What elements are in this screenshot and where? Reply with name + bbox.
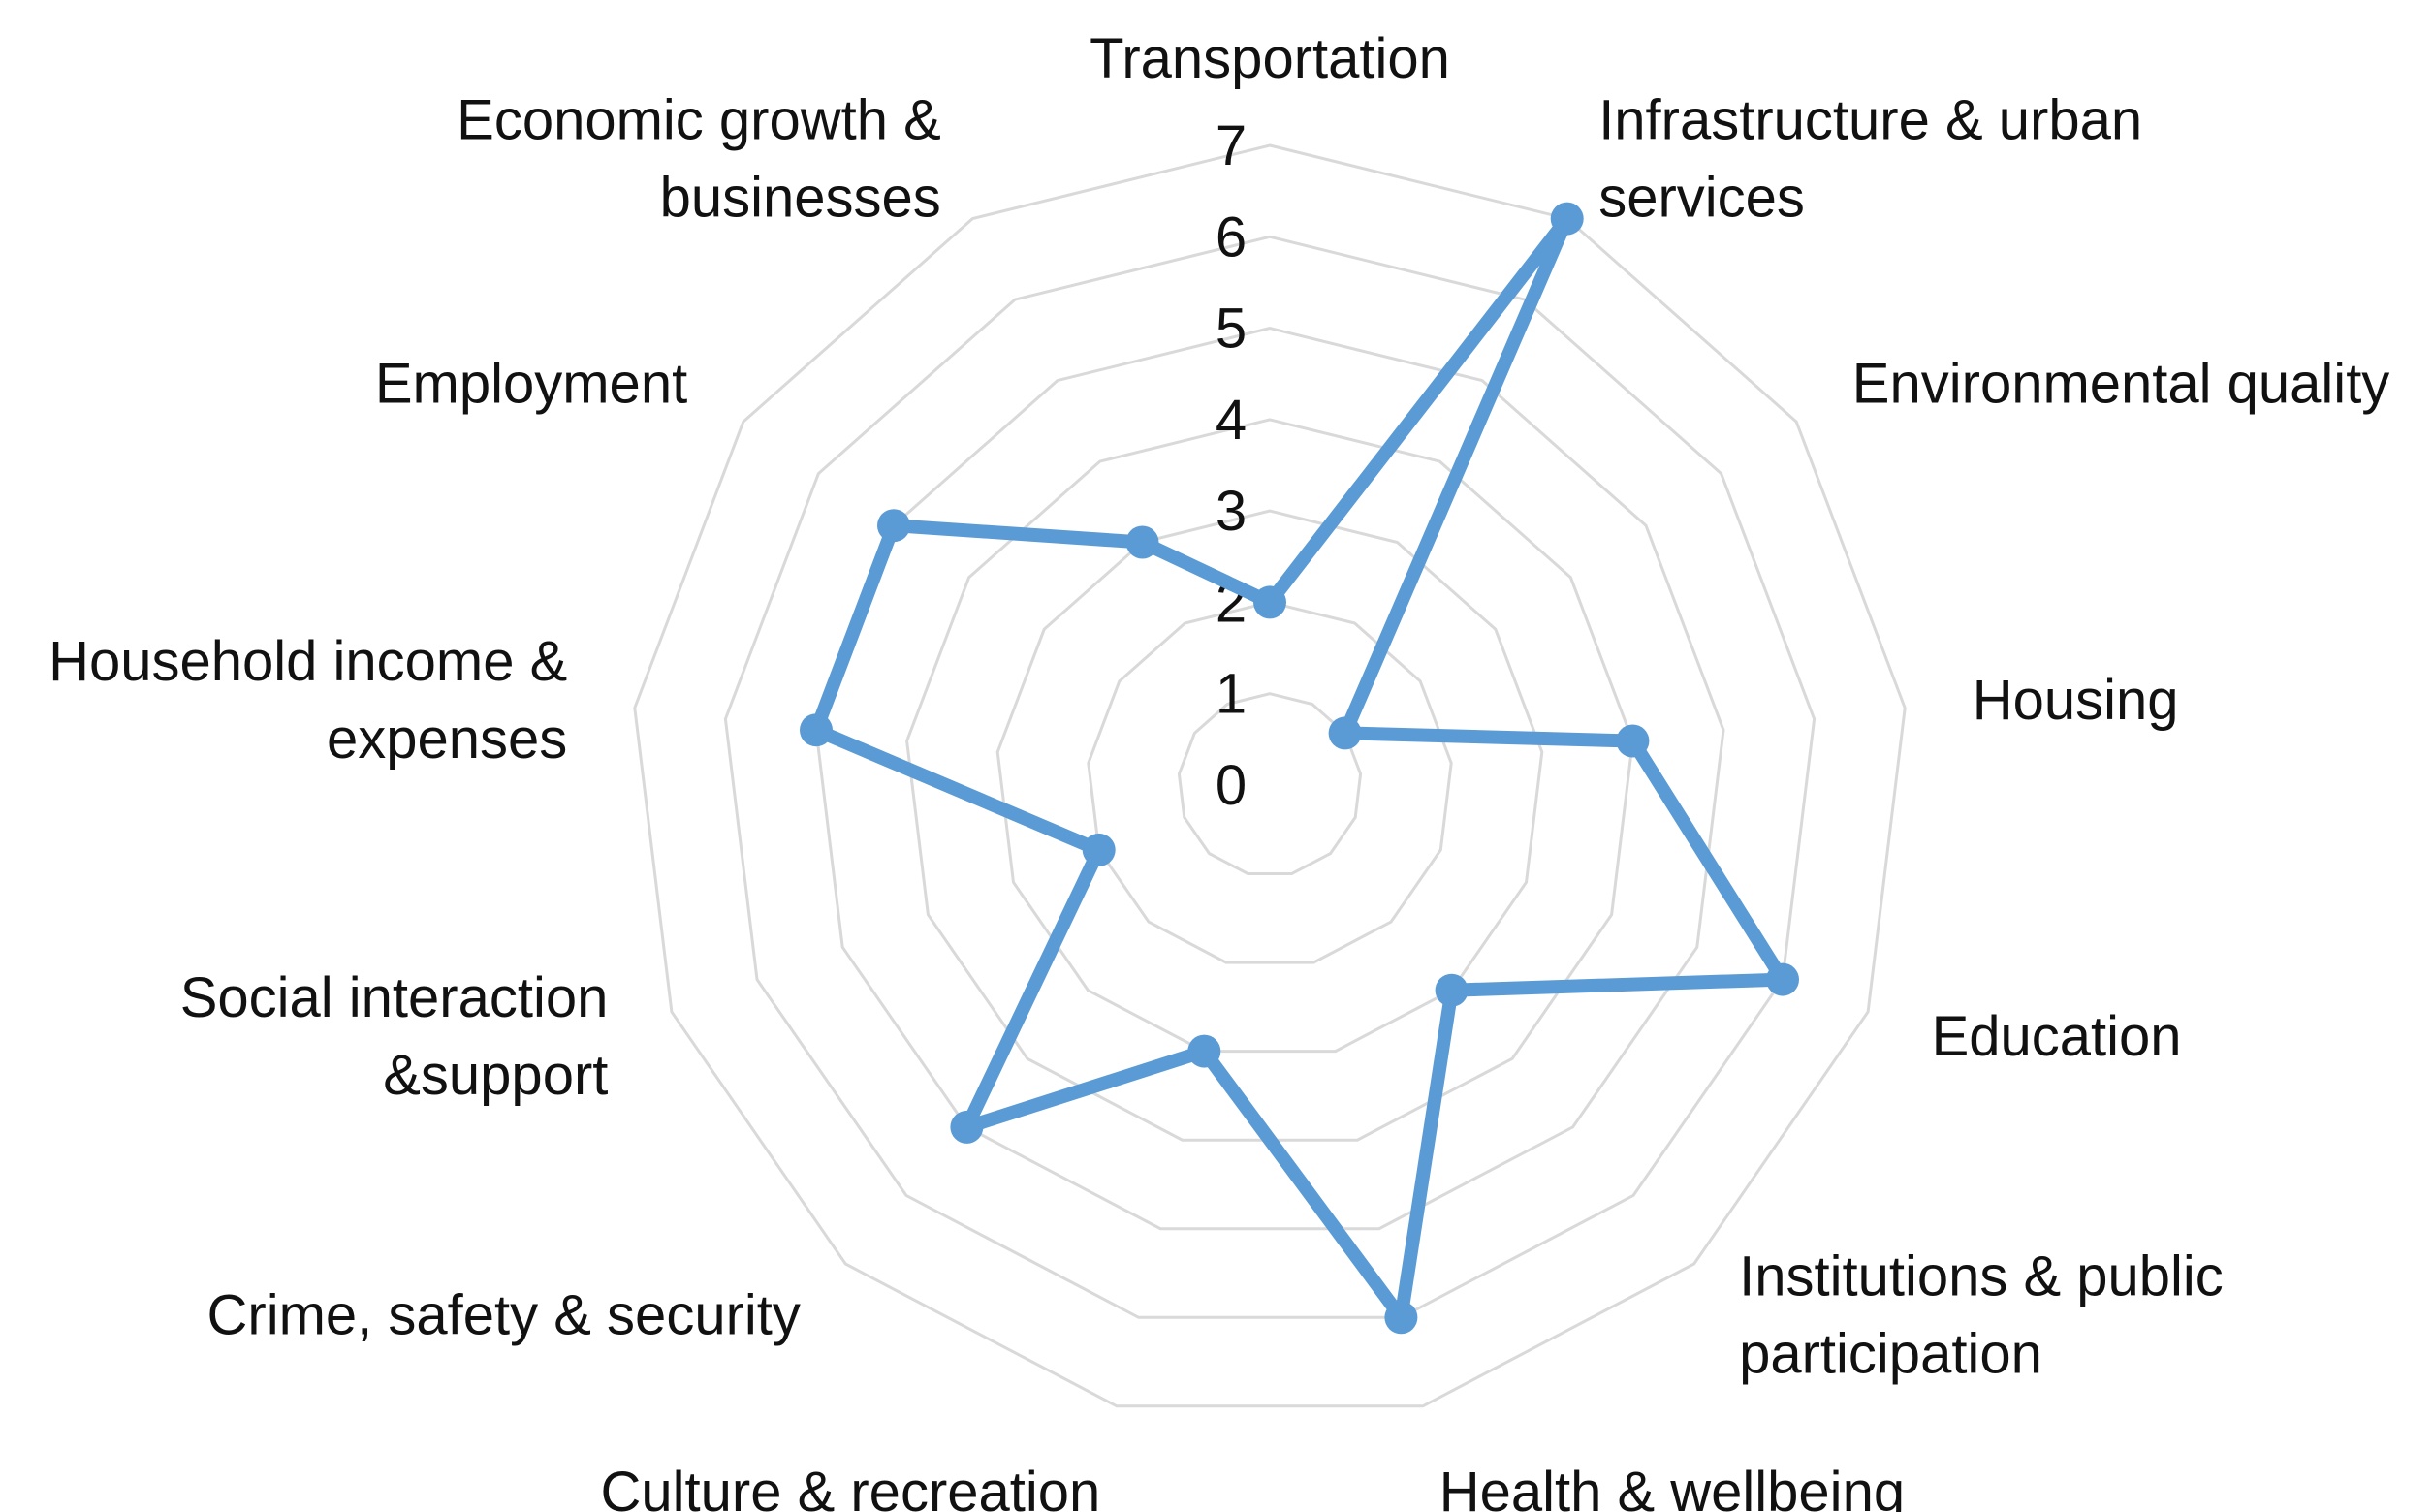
category-label-line: Housing: [1973, 669, 2179, 732]
category-label-line: Infrastructure & urban: [1598, 89, 2142, 152]
category-label-line: services: [1598, 167, 1805, 230]
category-label-line: &support: [383, 1044, 608, 1107]
category-label-line: Economic growth &: [457, 89, 941, 152]
category-label-6: Institutions & public participation: [1739, 1244, 2224, 1385]
data-point-9: [950, 1110, 984, 1144]
grid-ring-6: [723, 235, 1817, 1319]
category-label-line: Household income &: [48, 630, 567, 693]
category-label-12: Employment: [375, 352, 687, 415]
category-label-13: Economic growth & businesses: [457, 89, 941, 230]
grid-ring-2: [1087, 600, 1453, 964]
data-point-10: [1082, 833, 1116, 866]
data-point-1: [1253, 585, 1286, 619]
data-point-6: [1435, 973, 1469, 1007]
category-label-7: Health & wellbeing: [1439, 1461, 1905, 1512]
series-line: [809, 211, 1789, 1325]
tick-label-5: 5: [1216, 298, 1247, 361]
category-label-line: participation: [1739, 1322, 2042, 1385]
data-point-12: [877, 509, 910, 543]
category-label-line: Transportation: [1090, 27, 1450, 90]
data-point-7: [1384, 1301, 1418, 1335]
category-label-10: Social interaction &support: [180, 966, 609, 1107]
data-point-4: [1616, 724, 1650, 758]
category-label-4: Housing: [1973, 669, 2179, 732]
category-label-11: Household income & expenses: [48, 630, 567, 771]
data-point-11: [800, 713, 833, 747]
data-point-8: [1187, 1034, 1221, 1068]
category-label-3: Environmental quality: [1852, 352, 2390, 415]
tick-label-4: 4: [1216, 389, 1247, 452]
category-label-9: Crime, safety & security: [207, 1283, 801, 1346]
category-label-line: Culture & recreation: [600, 1461, 1100, 1512]
grid-ring-1: [1177, 692, 1363, 875]
category-label-2: Infrastructure & urban services: [1598, 89, 2142, 230]
series-layer: [800, 202, 1799, 1335]
data-point-2: [1550, 202, 1584, 236]
category-label-line: Employment: [375, 352, 687, 415]
tick-label-7: 7: [1216, 114, 1247, 177]
category-label-line: Crime, safety & security: [207, 1283, 801, 1346]
category-labels: Transportation Infrastructure & urban serv…: [48, 27, 2389, 1512]
category-label-line: Institutions & public: [1739, 1244, 2224, 1307]
data-point-13: [1125, 525, 1159, 559]
tick-label-0: 0: [1216, 754, 1247, 817]
category-label-8: Culture & recreation: [600, 1461, 1100, 1512]
grid-ring-5: [814, 327, 1725, 1231]
grid-ring-3: [995, 509, 1544, 1054]
grid-ring-7: [633, 143, 1907, 1408]
radar-grid: [633, 143, 1907, 1408]
category-label-line: businesses: [660, 167, 941, 230]
tick-label-1: 1: [1216, 663, 1247, 726]
tick-label-3: 3: [1216, 480, 1247, 543]
category-label-line: Education: [1932, 1005, 2182, 1068]
category-label-1: Transportation: [1090, 27, 1450, 90]
category-label-5: Education: [1932, 1005, 2182, 1068]
category-label-line: Social interaction: [180, 966, 609, 1029]
category-label-line: Health & wellbeing: [1439, 1461, 1905, 1512]
category-label-line: Environmental quality: [1852, 352, 2390, 415]
data-point-3: [1328, 716, 1362, 750]
tick-label-6: 6: [1216, 205, 1247, 268]
category-label-line: expenses: [327, 708, 567, 771]
data-point-5: [1766, 962, 1799, 996]
